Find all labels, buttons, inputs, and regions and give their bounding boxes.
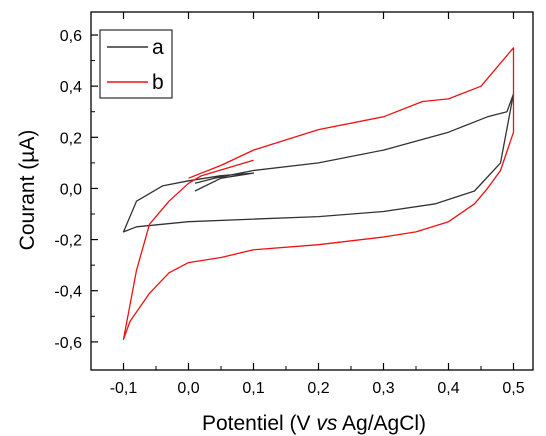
x-axis-title-part3: Ag/AgCl): [337, 412, 426, 435]
x-tick-label: 0,2: [307, 380, 329, 397]
y-tick-label: -0,2: [54, 233, 82, 250]
series-layer: [122, 47, 515, 340]
y-axis-title: Courant (µA): [16, 130, 39, 251]
y-tick-label: -0,4: [54, 284, 82, 301]
ticks-layer: -0,1 0,0 0,1 0,2 0,3 0,4 0,5 -0,6 -0,4 -0,2 0,0 0,2…: [54, 12, 525, 397]
x-tick-label: 0,4: [437, 380, 459, 397]
x-axis-title-part2: vs: [316, 412, 338, 435]
x-axis-title: Potentiel (V vs Ag/AgCl): [202, 412, 426, 435]
x-tick-label: 0,5: [502, 380, 524, 397]
x-tick-label: 0,1: [242, 380, 264, 397]
x-tick-label: -0,1: [110, 380, 138, 397]
legend: a b: [99, 29, 173, 99]
series-line-b: [122, 47, 515, 340]
x-tick-label: 0,3: [372, 380, 394, 397]
x-tick-label: 0,0: [177, 380, 199, 397]
legend-label-a: a: [152, 36, 164, 59]
plot-frame: [90, 11, 534, 371]
series-line-a: [122, 93, 515, 233]
legend-box: [99, 29, 173, 99]
y-tick-label: 0,4: [60, 79, 82, 96]
y-tick-label: 0,0: [60, 181, 82, 198]
y-tick-label: -0,6: [54, 335, 82, 352]
x-axis-title-part1: Potentiel (V: [202, 412, 316, 435]
y-tick-label: 0,2: [60, 130, 82, 147]
y-tick-label: 0,6: [60, 28, 82, 45]
legend-label-b: b: [152, 71, 164, 94]
